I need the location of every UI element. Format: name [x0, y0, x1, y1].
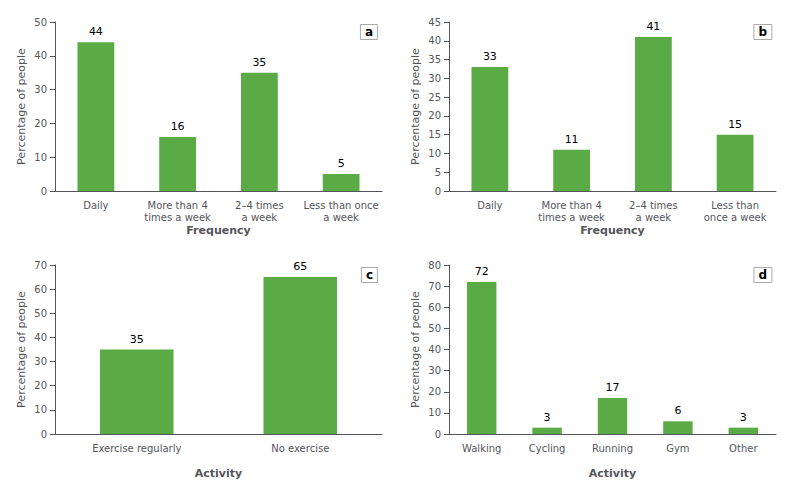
svg-text:30: 30 — [34, 84, 47, 95]
svg-text:Less than: Less than — [711, 200, 759, 211]
svg-text:30: 30 — [428, 365, 441, 376]
svg-text:a week: a week — [636, 212, 672, 223]
svg-text:Frequency: Frequency — [580, 224, 644, 237]
svg-text:10: 10 — [428, 148, 441, 159]
svg-text:70: 70 — [428, 281, 441, 292]
svg-text:35: 35 — [252, 56, 266, 69]
svg-text:33: 33 — [483, 50, 497, 63]
svg-text:50: 50 — [428, 323, 441, 334]
svg-text:72: 72 — [475, 265, 489, 278]
svg-text:Cycling: Cycling — [529, 443, 566, 454]
svg-text:16: 16 — [171, 120, 185, 133]
svg-text:65: 65 — [293, 260, 307, 273]
svg-text:30: 30 — [428, 73, 441, 84]
svg-text:Percentage of people: Percentage of people — [409, 48, 422, 165]
svg-text:More than 4: More than 4 — [148, 200, 208, 211]
svg-text:More than 4: More than 4 — [542, 200, 602, 211]
svg-text:b: b — [758, 25, 767, 39]
svg-text:Percentage of people: Percentage of people — [15, 291, 28, 408]
svg-text:50: 50 — [34, 308, 47, 319]
svg-text:20: 20 — [34, 118, 47, 129]
svg-text:Daily: Daily — [477, 200, 502, 211]
svg-text:5: 5 — [338, 157, 345, 170]
svg-text:d: d — [758, 268, 767, 282]
svg-text:70: 70 — [34, 260, 47, 271]
svg-text:Running: Running — [592, 443, 633, 454]
svg-text:35: 35 — [130, 333, 144, 346]
svg-text:No exercise: No exercise — [271, 443, 329, 454]
svg-text:Daily: Daily — [83, 200, 108, 211]
svg-text:Less than once: Less than once — [304, 200, 379, 211]
svg-text:30: 30 — [34, 356, 47, 367]
svg-text:0: 0 — [41, 429, 47, 440]
svg-text:20: 20 — [428, 386, 441, 397]
svg-text:a: a — [365, 25, 373, 39]
svg-text:40: 40 — [34, 50, 47, 61]
svg-text:Percentage of people: Percentage of people — [409, 291, 422, 408]
svg-text:40: 40 — [34, 332, 47, 343]
svg-text:17: 17 — [606, 381, 620, 394]
svg-text:0: 0 — [435, 429, 441, 440]
svg-text:20: 20 — [428, 110, 441, 121]
svg-text:Activity: Activity — [195, 467, 242, 480]
svg-text:Walking: Walking — [462, 443, 501, 454]
svg-text:2–4 times: 2–4 times — [235, 200, 284, 211]
svg-text:50: 50 — [34, 17, 47, 28]
svg-text:80: 80 — [428, 260, 441, 271]
svg-text:3: 3 — [544, 411, 551, 424]
svg-text:times a week: times a week — [144, 212, 211, 223]
svg-text:44: 44 — [89, 25, 103, 38]
svg-text:Gym: Gym — [666, 443, 689, 454]
svg-text:0: 0 — [435, 186, 441, 197]
svg-text:40: 40 — [428, 344, 441, 355]
svg-text:40: 40 — [428, 35, 441, 46]
svg-text:once a week: once a week — [704, 212, 767, 223]
svg-text:Frequency: Frequency — [186, 224, 250, 237]
svg-text:60: 60 — [428, 302, 441, 313]
svg-text:15: 15 — [428, 129, 441, 140]
svg-text:60: 60 — [34, 284, 47, 295]
svg-text:Activity: Activity — [589, 467, 636, 480]
svg-text:10: 10 — [34, 152, 47, 163]
svg-text:c: c — [366, 268, 373, 282]
svg-text:25: 25 — [428, 92, 441, 103]
svg-text:times a week: times a week — [538, 212, 605, 223]
svg-text:10: 10 — [34, 404, 47, 415]
svg-text:10: 10 — [428, 407, 441, 418]
svg-text:6: 6 — [674, 404, 681, 417]
svg-text:15: 15 — [728, 118, 742, 131]
svg-text:20: 20 — [34, 380, 47, 391]
svg-text:a week: a week — [323, 212, 359, 223]
svg-text:0: 0 — [41, 186, 47, 197]
svg-text:41: 41 — [646, 20, 660, 33]
svg-text:35: 35 — [428, 54, 441, 65]
svg-text:Exercise regularly: Exercise regularly — [92, 443, 181, 454]
svg-text:11: 11 — [565, 133, 579, 146]
svg-text:3: 3 — [740, 411, 747, 424]
svg-text:a week: a week — [242, 212, 278, 223]
svg-text:Percentage of people: Percentage of people — [15, 48, 28, 165]
svg-text:Other: Other — [729, 443, 758, 454]
svg-text:5: 5 — [435, 167, 441, 178]
svg-text:45: 45 — [428, 17, 441, 28]
svg-text:2–4 times: 2–4 times — [629, 200, 678, 211]
